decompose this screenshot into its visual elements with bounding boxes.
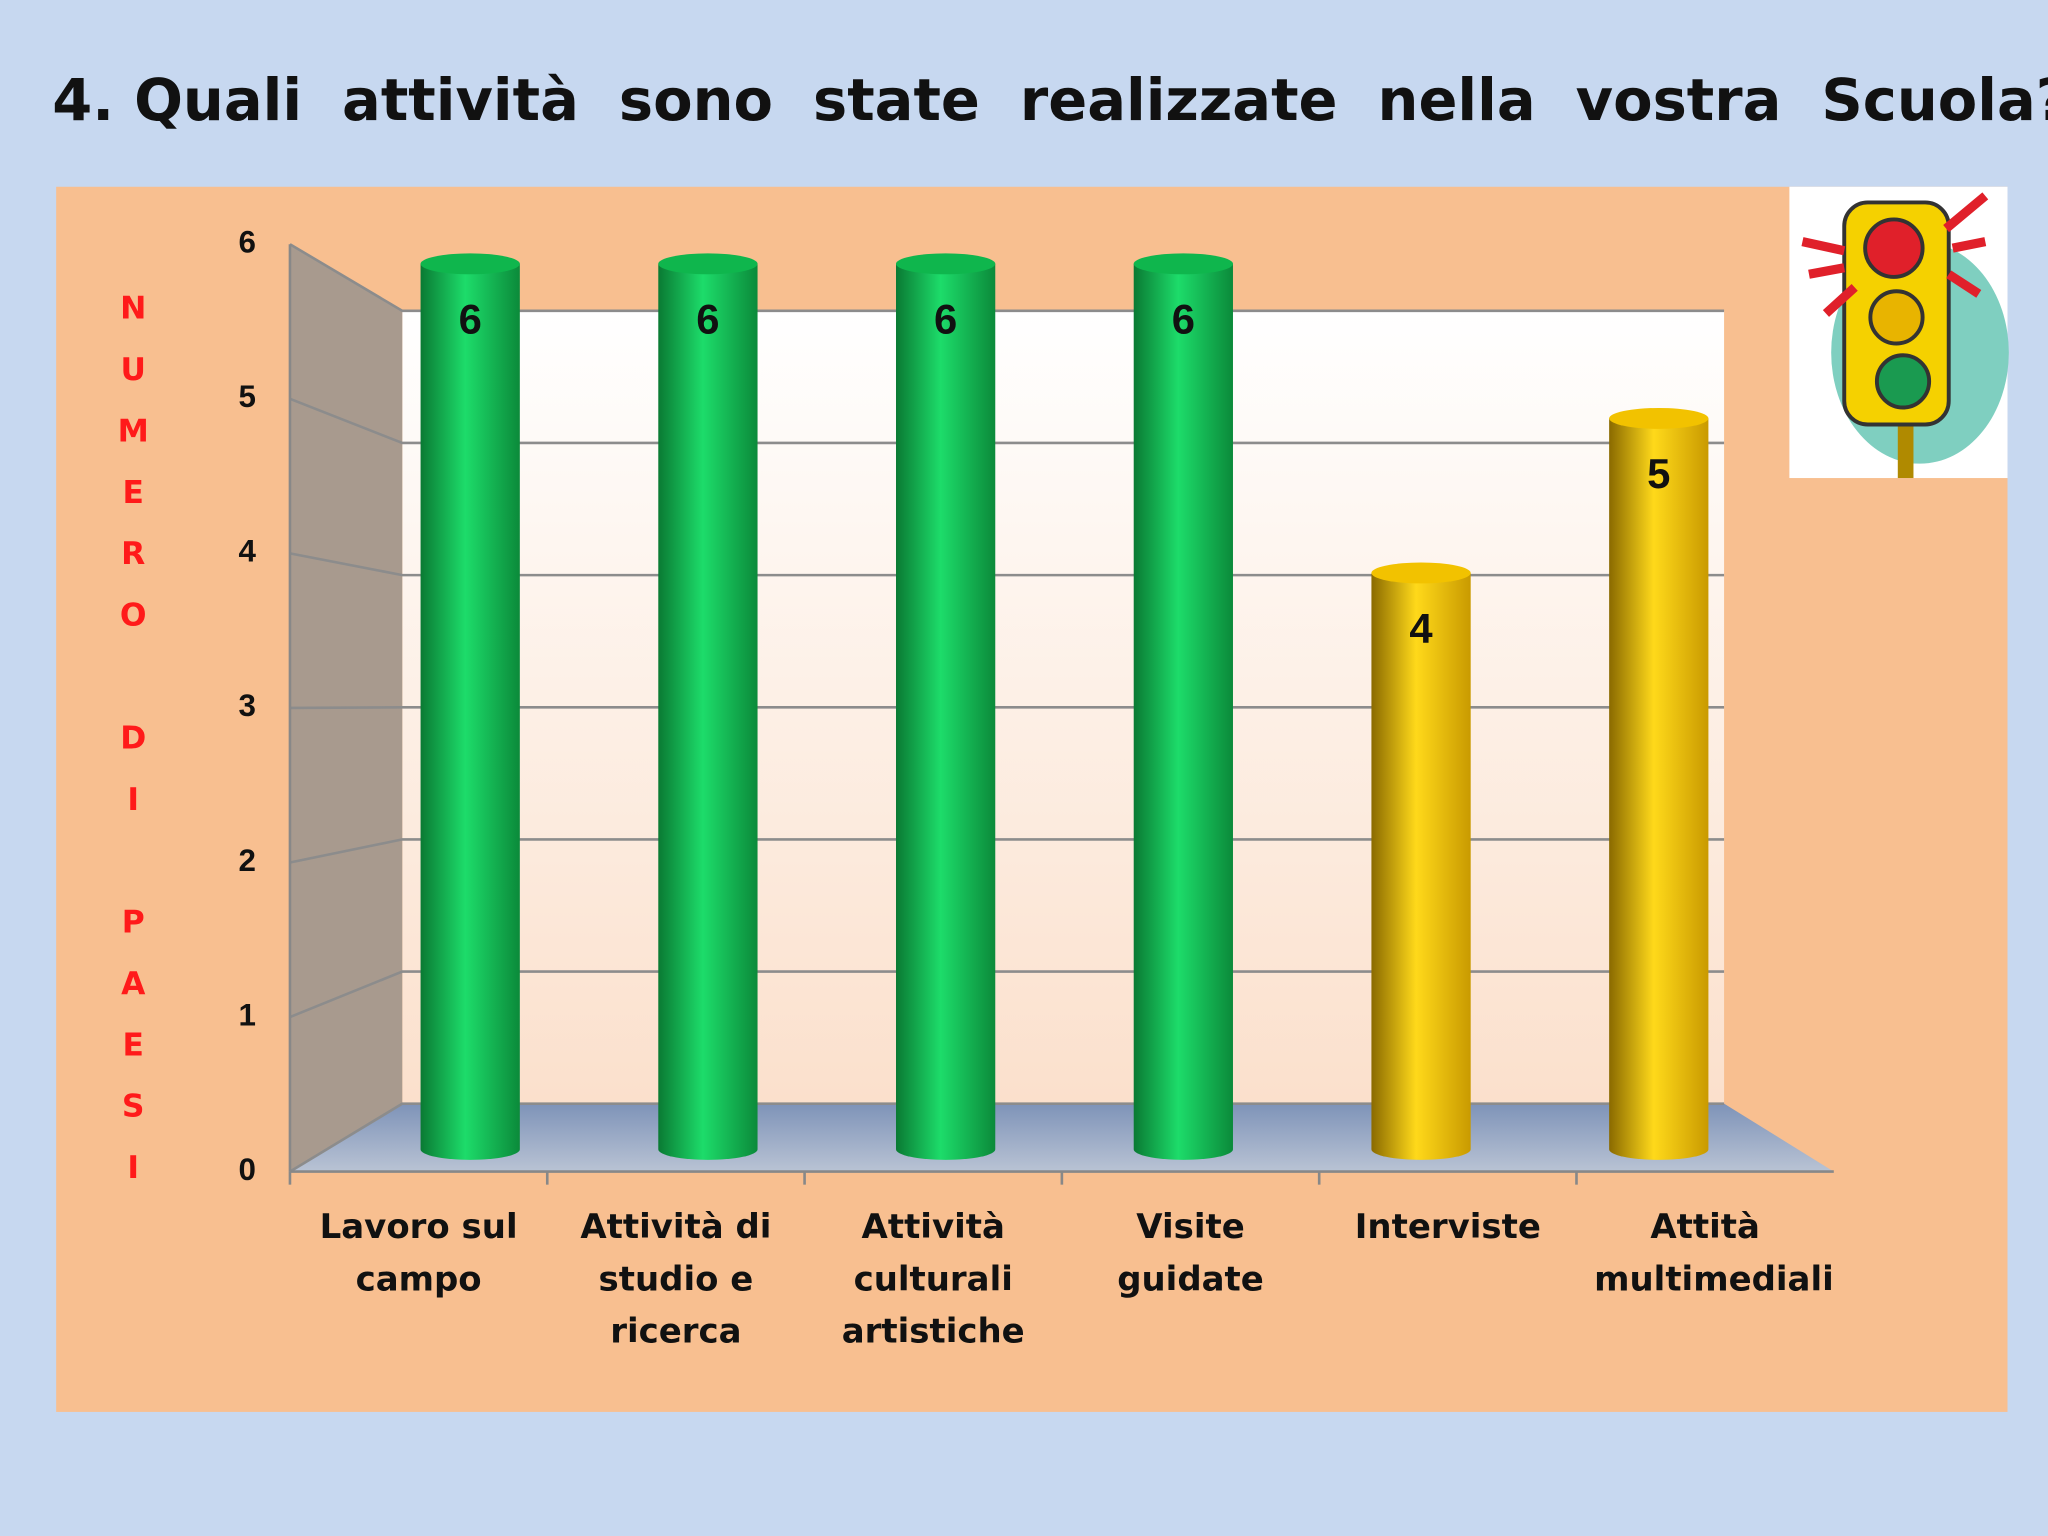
grid-line xyxy=(289,1102,1725,1173)
data-label: 6 xyxy=(934,296,957,343)
x-tick-label: Lavoro sul campo xyxy=(319,1208,518,1300)
grid-line xyxy=(289,552,1725,577)
x-tick-label: Attività culturali artistiche xyxy=(841,1208,1025,1352)
bar xyxy=(420,253,520,1160)
chart-title: 4. Quali attività sono state realizzate … xyxy=(52,67,2048,135)
bar xyxy=(1133,253,1233,1160)
bar xyxy=(658,253,758,1160)
x-tick-label: Visite guidate xyxy=(1117,1208,1264,1300)
bar-cap xyxy=(1609,407,1709,429)
grid-line xyxy=(289,397,1725,445)
y-tick-label: 3 xyxy=(239,688,256,723)
bar-body xyxy=(658,263,758,1160)
bar xyxy=(1609,407,1709,1160)
x-tick-label: Attità multimediali xyxy=(1594,1208,1834,1300)
data-label: 6 xyxy=(1172,296,1195,343)
bars: 6 6 6 6 4 5 xyxy=(420,253,1709,1160)
grid-line xyxy=(289,243,1725,313)
bar-body xyxy=(420,263,520,1160)
y-tick-label: 6 xyxy=(239,225,256,260)
x-tick-label: Interviste xyxy=(1354,1208,1541,1248)
bar-body xyxy=(1371,572,1471,1160)
floor xyxy=(289,1103,1834,1172)
bar xyxy=(1371,562,1471,1160)
bar-cap xyxy=(1371,562,1471,584)
bar-cap xyxy=(895,253,996,275)
bar-cap xyxy=(420,253,520,275)
grid-line xyxy=(289,705,1725,710)
bar-cap xyxy=(658,253,758,275)
y-tick-label: 4 xyxy=(239,534,257,569)
y-tick-label: 1 xyxy=(239,997,256,1032)
y-tick-label: 5 xyxy=(239,379,256,414)
grid-line xyxy=(289,838,1725,864)
bar-body xyxy=(1609,418,1709,1160)
y-tick-label: 2 xyxy=(239,843,256,878)
traffic-light-icon xyxy=(1789,186,2009,479)
x-tick-label: Attività di studio e ricerca xyxy=(580,1208,772,1352)
bar-cap xyxy=(1133,253,1233,275)
grid xyxy=(289,243,1725,1173)
bar xyxy=(895,253,996,1160)
y-axis-title: NUMERO DI PAESI xyxy=(114,289,152,1211)
data-label: 5 xyxy=(1647,450,1670,497)
bar-body xyxy=(1133,263,1233,1160)
y-tick-label: 0 xyxy=(239,1152,256,1187)
grid-line xyxy=(289,970,1725,1019)
data-label: 6 xyxy=(459,296,482,343)
bar-body xyxy=(895,263,996,1160)
data-label: 6 xyxy=(696,296,719,343)
data-label: 4 xyxy=(1409,605,1433,652)
